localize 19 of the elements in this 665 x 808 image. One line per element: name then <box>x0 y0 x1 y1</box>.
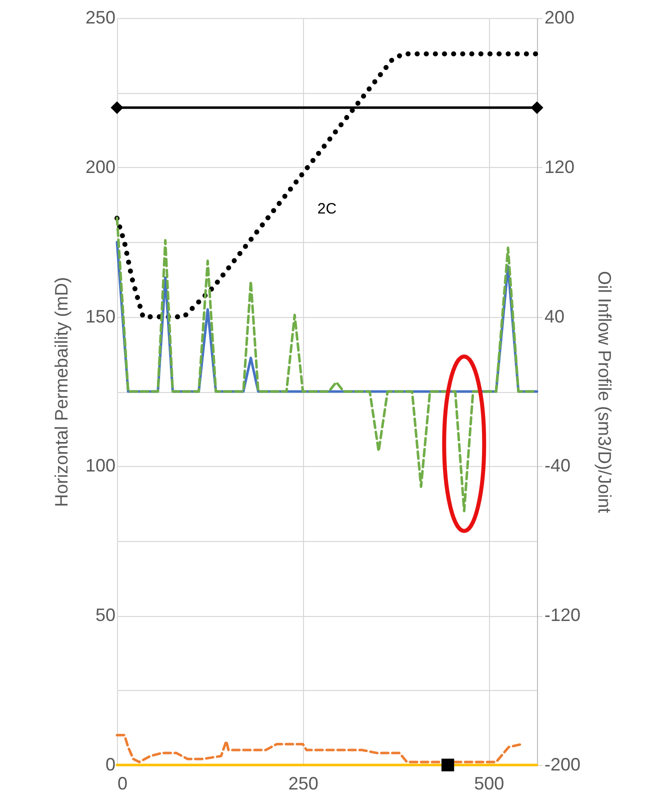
y-tick-label: 0 <box>105 754 116 774</box>
y-tick-label: 50 <box>95 605 116 626</box>
y2-tick-label: 200 <box>544 8 575 28</box>
x-tick-label: 500 <box>474 774 504 794</box>
annotation: 2C <box>317 200 337 218</box>
y2-tick-label: -120 <box>544 605 581 626</box>
y2-tick-label: -40 <box>544 456 571 476</box>
y-tick-label: 100 <box>85 456 116 476</box>
y-tick-label: 250 <box>85 8 116 28</box>
line-series <box>116 734 524 764</box>
y2-tick-label: 40 <box>544 306 565 326</box>
x-tick-label: 250 <box>288 774 318 794</box>
y-tick-label: 150 <box>85 306 116 326</box>
y-axis-title: Horizontal Permebaility (mD) <box>51 276 72 508</box>
y2-axis-title: Oil Inflow Profile (sm3/D)/Joint <box>594 270 615 514</box>
y2-tick-label: -200 <box>544 754 581 774</box>
y-tick-label: 200 <box>85 156 116 177</box>
x-tick-label: 0 <box>118 774 128 794</box>
y2-tick-label: 120 <box>544 156 575 177</box>
